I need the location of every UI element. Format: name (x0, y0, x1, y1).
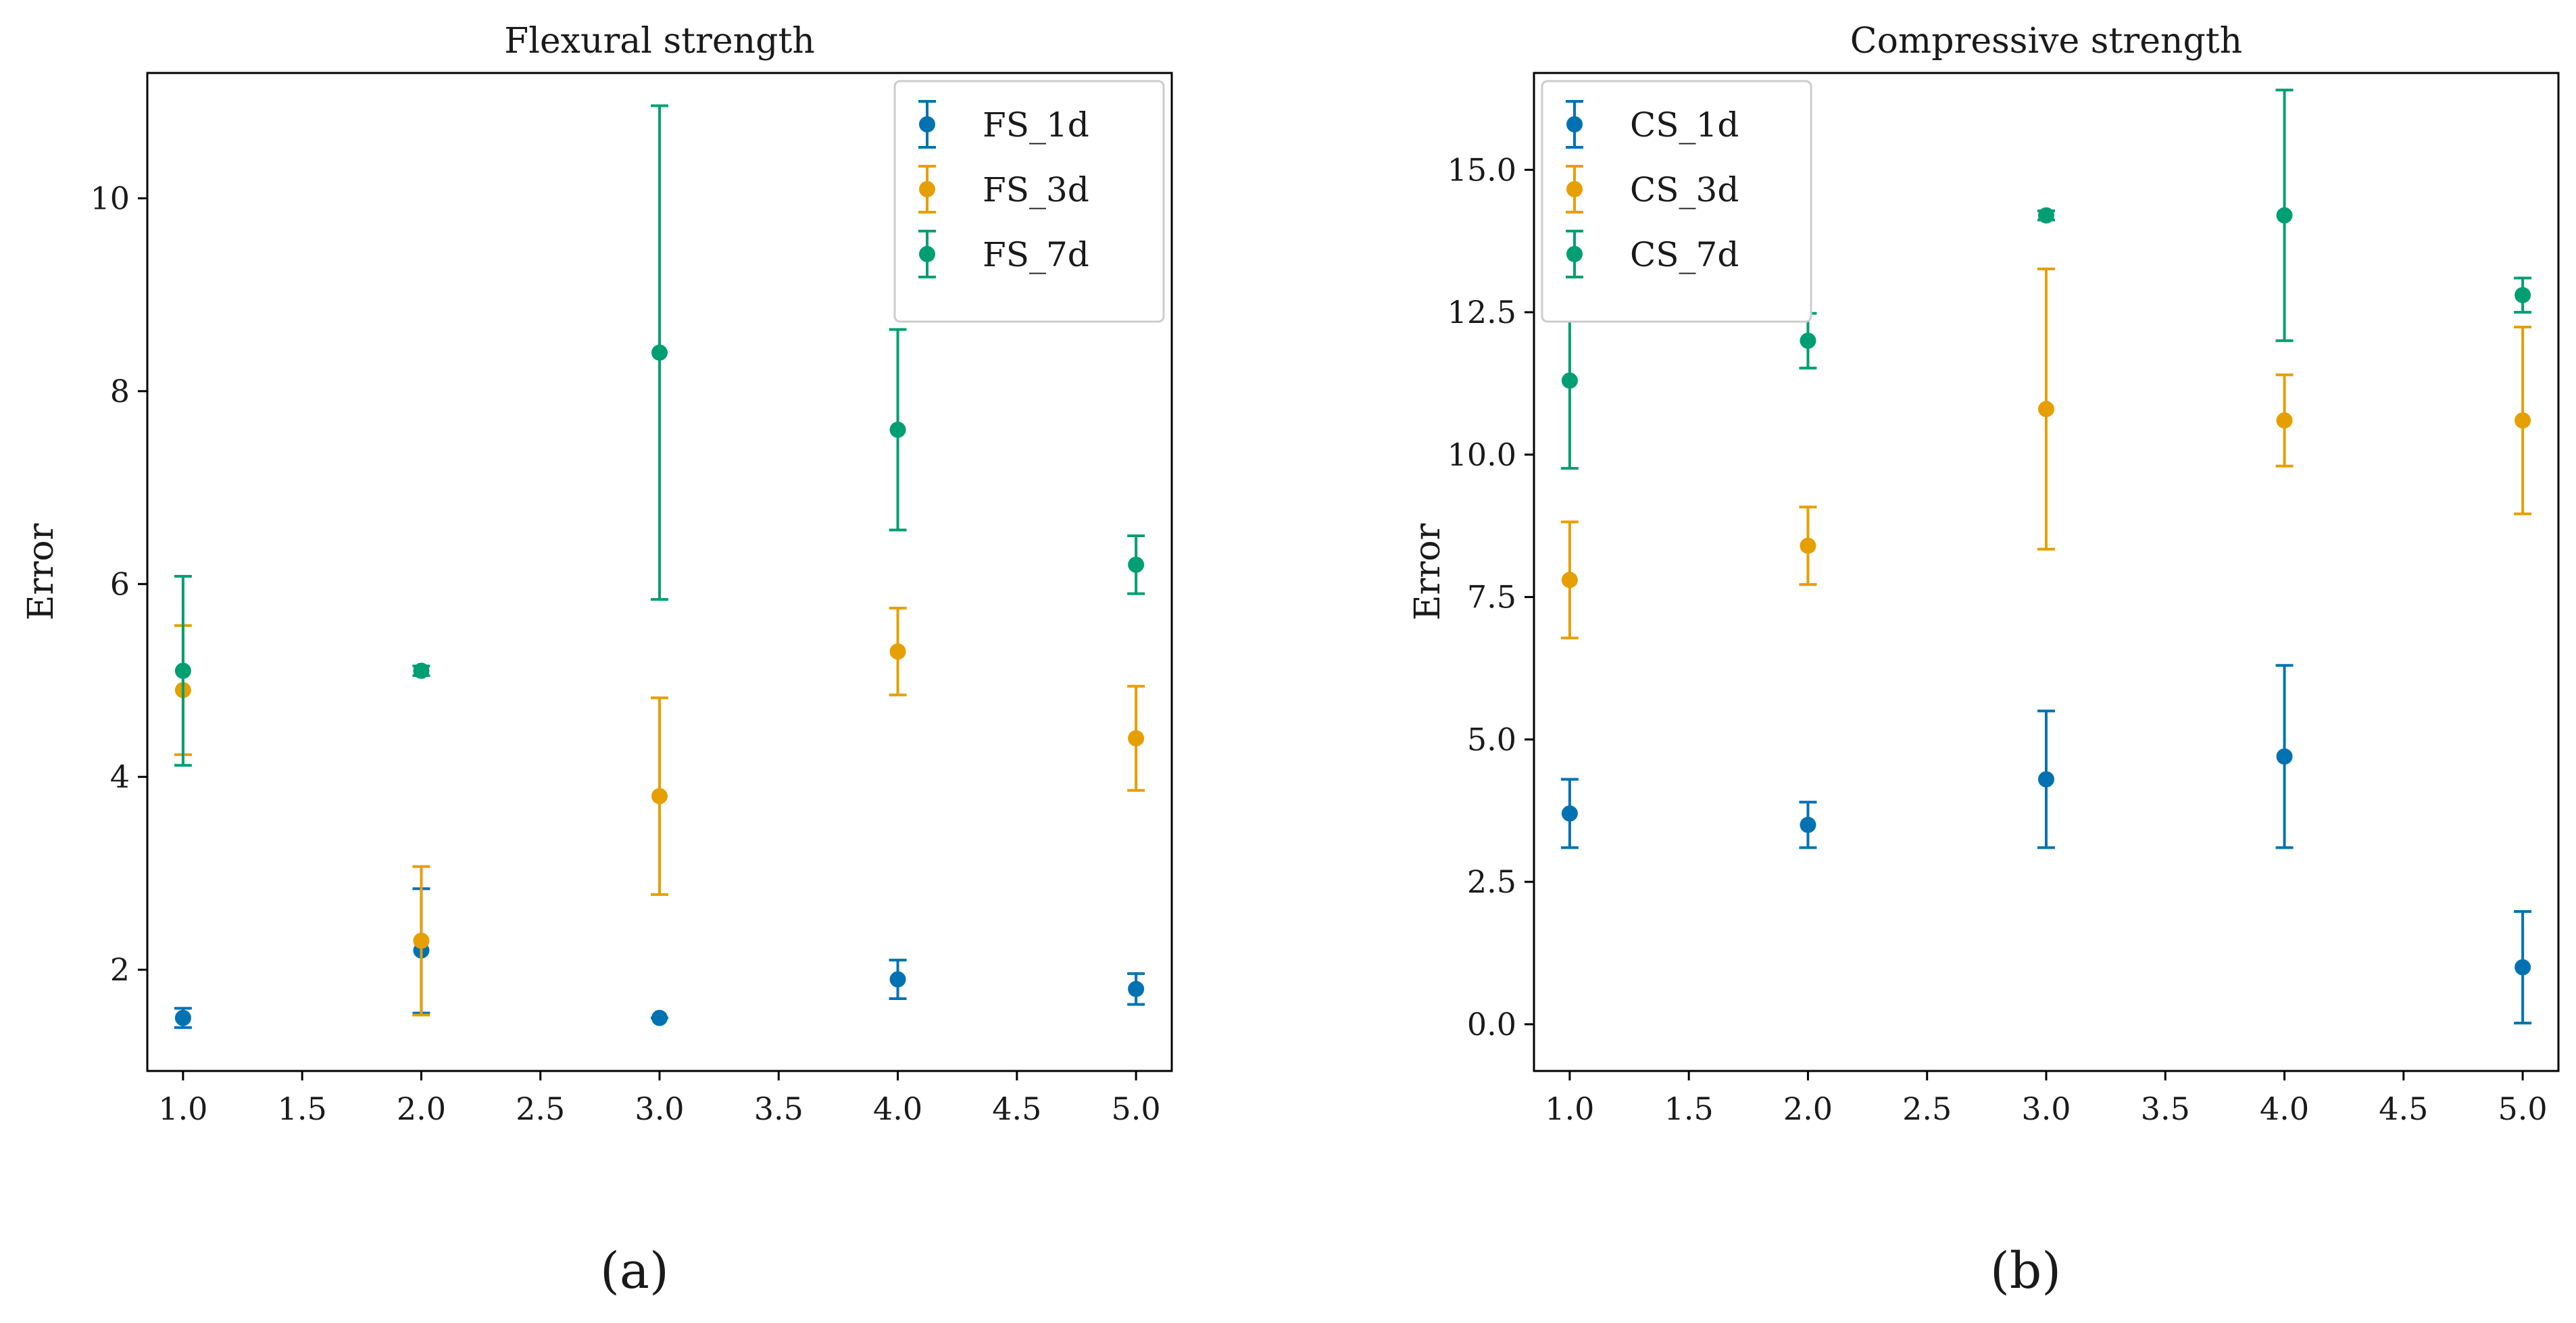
x-tick-label: 2.0 (1783, 1091, 1833, 1127)
legend-entry-label: FS_1d (983, 105, 1089, 145)
x-tick-label: 3.0 (2021, 1091, 2071, 1127)
data-point (1800, 816, 1816, 833)
series-FS_7d (174, 104, 1145, 767)
x-tick-label: 4.5 (2379, 1091, 2428, 1127)
x-tick-label: 3.5 (2141, 1091, 2190, 1127)
y-tick-label: 15.0 (1447, 151, 1516, 188)
y-axis-label: Error (21, 523, 61, 620)
data-point (2276, 207, 2293, 224)
legend-entry-label: CS_1d (1630, 105, 1739, 145)
legend-entry-label: CS_3d (1630, 170, 1739, 209)
y-tick-label: 12.5 (1447, 294, 1516, 330)
y-axis-label: Error (1408, 523, 1448, 620)
y-tick-label: 0.0 (1467, 1006, 1516, 1043)
data-point (1561, 572, 1578, 589)
y-tick-label: 7.5 (1467, 579, 1516, 616)
plot-frame (1533, 72, 2560, 1072)
data-point (651, 344, 668, 361)
plot-frame (146, 72, 1173, 1072)
series-CS_1d (1560, 664, 2532, 1025)
legend-marker-point (1566, 246, 1583, 262)
x-tick-label: 4.0 (2260, 1091, 2309, 1127)
legend-marker-point (919, 181, 935, 197)
data-point (1561, 805, 1578, 822)
data-point (1800, 332, 1816, 349)
legend-box (893, 80, 1165, 323)
series-CS_3d (1560, 268, 2532, 640)
data-point (651, 788, 668, 805)
y-tick-label: 6 (110, 566, 130, 602)
x-tick-label: 4.0 (873, 1091, 922, 1127)
y-tick-label: 4 (110, 759, 130, 795)
data-point (2276, 748, 2293, 765)
data-point (1128, 556, 1145, 573)
legend: CS_1d CS_3d CS_7d (1541, 80, 1812, 323)
x-tick-label: 4.5 (992, 1091, 1041, 1127)
series-FS_1d (174, 887, 1145, 1029)
legend-entry-label: CS_7d (1630, 235, 1739, 274)
legend-marker-point (919, 246, 935, 262)
data-point (1128, 980, 1145, 997)
subfigure-label-b: (b) (1990, 1242, 2062, 1300)
data-point (2515, 959, 2531, 976)
legend: FS_1d FS_3d FS_7d (893, 80, 1165, 323)
x-tick-label: 5.0 (2498, 1091, 2548, 1127)
legend-marker-point (1566, 181, 1583, 197)
chart-panel-a: Flexural strength Error 1.0 1.5 2.0 2.5 3.0 3.5… (21, 21, 1173, 1127)
data-point (651, 1009, 668, 1026)
series-CS_7d (1560, 89, 2532, 470)
data-point (889, 643, 906, 660)
data-point (174, 662, 191, 679)
y-tick-label: 8 (110, 373, 130, 409)
data-point (2038, 207, 2054, 224)
data-point (2515, 286, 2531, 303)
data-point (889, 971, 906, 988)
x-tick-label: 5.0 (1112, 1091, 1161, 1127)
data-point (2515, 412, 2531, 429)
y-tick-label: 10 (90, 180, 130, 217)
x-tick-label: 2.5 (1902, 1091, 1952, 1127)
x-tick-label: 3.0 (635, 1091, 684, 1127)
x-tick-label: 2.0 (397, 1091, 446, 1127)
data-point (413, 932, 430, 949)
data-point (889, 422, 906, 439)
data-point (2276, 412, 2293, 429)
chart-panel-b: Compressive strength Error 1.0 1.5 2.0 2.5 3.0… (1408, 21, 2560, 1127)
y-tick-label: 2 (110, 951, 130, 988)
series-FS_3d (174, 607, 1145, 1017)
chart-title: Compressive strength (1850, 21, 2242, 61)
x-tick-label: 1.0 (1545, 1091, 1594, 1127)
data-point (413, 662, 430, 679)
data-point (174, 1009, 191, 1026)
chart-title: Flexural strength (504, 21, 815, 61)
x-tick-label: 1.5 (278, 1091, 327, 1127)
legend-box (1541, 80, 1812, 323)
y-tick-label: 5.0 (1467, 721, 1516, 757)
subfigure-label-a: (a) (600, 1242, 669, 1300)
legend-entry-label: FS_7d (983, 235, 1089, 274)
data-point (1800, 537, 1816, 554)
x-tick-label: 3.5 (754, 1091, 803, 1127)
y-tick-label: 10.0 (1447, 436, 1516, 473)
x-tick-label: 2.5 (516, 1091, 565, 1127)
data-point (1561, 372, 1578, 389)
legend-entry-label: FS_3d (983, 170, 1089, 209)
y-tick-label: 2.5 (1467, 864, 1516, 900)
data-point (2038, 771, 2054, 788)
data-point (2038, 401, 2054, 418)
x-tick-label: 1.0 (158, 1091, 207, 1127)
legend-marker-point (1566, 116, 1583, 132)
x-tick-label: 1.5 (1664, 1091, 1714, 1127)
legend-marker-point (919, 116, 935, 132)
data-point (1128, 730, 1145, 747)
